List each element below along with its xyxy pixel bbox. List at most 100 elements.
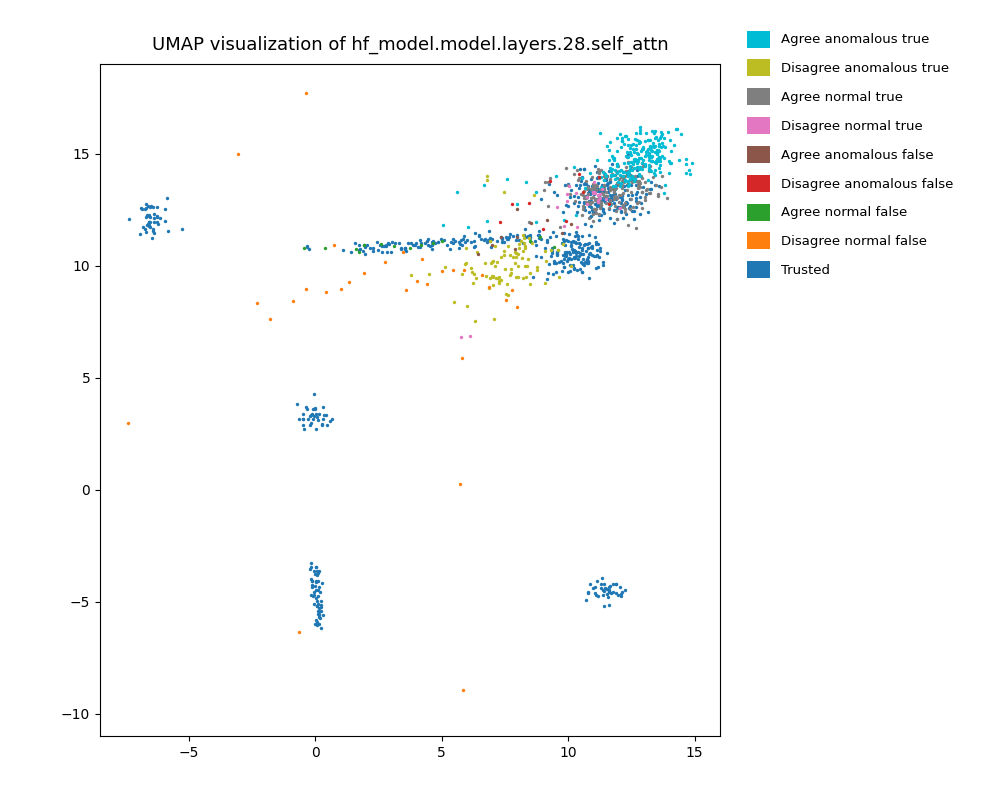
Point	[144, 232, 160, 245]
Point	[601, 197, 617, 210]
Point	[145, 200, 161, 213]
Point	[591, 170, 607, 183]
Point	[644, 150, 660, 162]
Point	[442, 243, 458, 256]
Point	[309, 599, 325, 612]
Point	[611, 178, 627, 191]
Point	[563, 239, 579, 252]
Point	[631, 162, 647, 175]
Point	[499, 278, 515, 290]
Point	[577, 218, 593, 230]
Point	[606, 193, 622, 206]
Point	[644, 125, 660, 138]
Point	[632, 190, 648, 203]
Point	[601, 198, 617, 210]
Point	[422, 239, 438, 252]
Point	[307, 402, 323, 414]
Point	[557, 246, 573, 258]
Point	[558, 198, 574, 211]
Point	[657, 140, 673, 153]
Point	[356, 238, 372, 251]
Point	[311, 602, 327, 614]
Point	[445, 264, 461, 277]
Point	[309, 594, 325, 607]
Point	[507, 242, 523, 255]
Point	[590, 182, 606, 195]
Point	[589, 194, 605, 207]
Point	[306, 586, 322, 598]
Point	[479, 174, 495, 187]
Point	[577, 204, 593, 217]
Point	[539, 234, 555, 246]
Point	[451, 242, 467, 255]
Point	[306, 589, 322, 602]
Point	[352, 242, 368, 255]
Point	[682, 167, 698, 180]
Point	[509, 301, 525, 314]
Point	[551, 255, 567, 268]
Point	[307, 402, 323, 415]
Point	[613, 204, 629, 217]
Point	[643, 165, 659, 178]
Point	[310, 414, 326, 426]
Point	[558, 250, 574, 262]
Point	[397, 242, 413, 254]
Point	[500, 289, 516, 302]
Point	[632, 151, 648, 164]
Point	[308, 583, 324, 596]
Point	[566, 167, 582, 180]
Point	[614, 190, 630, 202]
Point	[613, 189, 629, 202]
Point	[630, 154, 646, 167]
Point	[149, 210, 165, 222]
Point	[640, 134, 656, 146]
Point	[616, 157, 632, 170]
Point	[484, 255, 500, 268]
Point	[458, 242, 474, 254]
Point	[623, 148, 639, 161]
Point	[489, 255, 505, 268]
Point	[526, 188, 542, 201]
Point	[305, 590, 321, 603]
Point	[606, 217, 622, 230]
Point	[596, 178, 612, 191]
Point	[602, 175, 618, 188]
Point	[314, 418, 330, 431]
Point	[603, 164, 619, 177]
Point	[562, 247, 578, 260]
Point	[493, 230, 509, 243]
Point	[313, 598, 329, 611]
Point	[653, 181, 669, 194]
Point	[566, 251, 582, 264]
Point	[601, 165, 617, 178]
Point	[622, 202, 638, 215]
Point	[608, 586, 624, 599]
Point	[648, 155, 664, 168]
Point	[424, 235, 440, 248]
Point	[453, 234, 469, 246]
Point	[648, 154, 664, 167]
Point	[434, 264, 450, 277]
Point	[581, 211, 597, 224]
Point	[626, 174, 642, 187]
Point	[673, 128, 689, 141]
Point	[623, 178, 639, 191]
Point	[510, 247, 526, 260]
Point	[662, 134, 678, 146]
Point	[467, 314, 483, 327]
Point	[620, 179, 636, 192]
Point	[386, 240, 402, 253]
Point	[308, 574, 324, 587]
Point	[304, 575, 320, 588]
Point	[651, 138, 667, 150]
Point	[661, 155, 677, 168]
Point	[571, 168, 587, 181]
Point	[576, 201, 592, 214]
Point	[313, 622, 329, 634]
Point	[581, 199, 597, 212]
Point	[481, 281, 497, 294]
Point	[498, 230, 514, 243]
Point	[631, 181, 647, 194]
Point	[591, 190, 607, 202]
Point	[522, 231, 538, 244]
